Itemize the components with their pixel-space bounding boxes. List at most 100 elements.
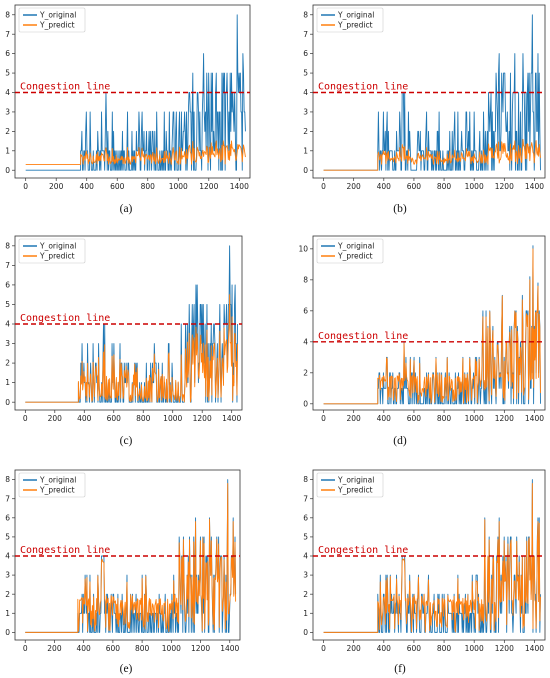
chart-panel-a: Congestion line 0 200 400 600 800 1000 1200 1400… [5, 4, 251, 215]
y-tick-label: 4 [303, 88, 308, 97]
y-tick-label: 4 [303, 337, 308, 346]
congestion-label: Congestion line [318, 331, 408, 342]
legend-label-original: Y_original [39, 476, 76, 485]
y-tick-label: 3 [303, 571, 308, 580]
congestion-label: Congestion line [20, 82, 110, 93]
congestion-label: Congestion line [20, 545, 110, 556]
y-tick-label: 5 [5, 69, 10, 78]
y-tick-label: 8 [303, 10, 308, 19]
x-tick-label: 1200 [191, 644, 210, 653]
y-tick-label: 8 [5, 10, 10, 19]
y-tick-label: 5 [303, 533, 308, 542]
panel-caption: (d) [393, 435, 407, 447]
x-tick-label: 800 [437, 182, 452, 191]
chart-panel-b: Congestion line 0 200 400 600 800 1000 1200 1400… [303, 4, 546, 215]
x-tick-label: 0 [23, 414, 28, 423]
legend-box [316, 7, 384, 33]
y-tick-label: 2 [5, 127, 10, 136]
x-tick-label: 1000 [465, 414, 484, 423]
y-tick-label: 8 [303, 275, 308, 284]
x-tick-label: 200 [48, 414, 63, 423]
y-tick-label: 1 [5, 378, 10, 387]
y-tick-label: 1 [5, 609, 10, 618]
y-tick-label: 0 [5, 398, 10, 407]
x-tick-label: 600 [106, 644, 121, 653]
y-tick-label: 8 [303, 475, 308, 484]
legend-label-original: Y_original [337, 476, 374, 485]
y-tick-label: 7 [5, 30, 10, 39]
y-tick-label: 4 [5, 552, 10, 561]
x-tick-label: 1000 [465, 644, 484, 653]
y-tick-label: 3 [5, 571, 10, 580]
x-tick-label: 200 [47, 644, 62, 653]
x-tick-label: 600 [110, 182, 125, 191]
x-tick-label: 1000 [465, 182, 484, 191]
legend-label-predict: Y_predict [39, 486, 75, 495]
legend-box [18, 472, 86, 498]
x-tick-label: 200 [347, 414, 362, 423]
y-tick-label: 2 [303, 127, 308, 136]
panel-caption: (e) [120, 663, 133, 675]
y-tick-label: 5 [5, 300, 10, 309]
x-tick-label: 1200 [199, 182, 218, 191]
y-tick-label: 1 [5, 146, 10, 155]
y-tick-label: 4 [5, 88, 10, 97]
y-tick-label: 4 [5, 320, 10, 329]
x-tick-label: 1000 [169, 182, 188, 191]
x-tick-label: 1400 [525, 644, 544, 653]
x-tick-label: 0 [321, 414, 326, 423]
y-tick-label: 3 [5, 108, 10, 117]
x-tick-label: 0 [23, 644, 28, 653]
legend-label-original: Y_original [337, 11, 374, 20]
y-tick-label: 3 [303, 108, 308, 117]
x-tick-label: 0 [321, 644, 326, 653]
x-tick-label: 0 [321, 182, 326, 191]
x-tick-label: 1000 [162, 644, 181, 653]
x-tick-label: 1400 [220, 644, 239, 653]
x-tick-label: 800 [437, 414, 452, 423]
congestion-label: Congestion line [318, 545, 408, 556]
x-tick-label: 800 [135, 644, 150, 653]
congestion-label: Congestion line [20, 313, 110, 324]
y-tick-label: 2 [303, 368, 308, 377]
x-tick-label: 1400 [525, 414, 544, 423]
legend-label-original: Y_original [39, 242, 76, 251]
y-tick-label: 7 [303, 494, 308, 503]
panel-caption: (b) [393, 203, 407, 215]
y-tick-label: 7 [5, 261, 10, 270]
y-tick-label: 6 [303, 49, 308, 58]
legend-label-predict: Y_predict [337, 21, 373, 30]
y-tick-label: 7 [303, 30, 308, 39]
series-predict-line [25, 294, 239, 403]
y-tick-label: 5 [5, 533, 10, 542]
x-tick-label: 400 [377, 644, 392, 653]
legend-label-predict: Y_predict [39, 21, 75, 30]
series-predict-line [323, 248, 541, 405]
y-tick-label: 1 [303, 609, 308, 618]
legend-box [18, 7, 86, 33]
legend-label-predict: Y_predict [337, 252, 373, 261]
x-tick-label: 800 [437, 644, 452, 653]
y-tick-label: 0 [5, 166, 10, 175]
x-tick-label: 800 [141, 182, 156, 191]
x-tick-label: 600 [407, 182, 422, 191]
y-tick-label: 2 [303, 590, 308, 599]
x-tick-label: 600 [407, 414, 422, 423]
y-tick-label: 6 [5, 281, 10, 290]
x-tick-label: 200 [347, 644, 362, 653]
panel-caption: (f) [394, 663, 406, 675]
y-tick-label: 1 [303, 146, 308, 155]
y-tick-label: 8 [5, 241, 10, 250]
chart-panel-e: Congestion line 0 200 400 600 800 1000 1200 1400… [5, 469, 241, 675]
legend-label-original: Y_original [337, 242, 374, 251]
legend-label-predict: Y_predict [39, 252, 75, 261]
x-tick-label: 1000 [163, 414, 182, 423]
y-tick-label: 6 [5, 513, 10, 522]
legend-box [316, 472, 384, 498]
x-tick-label: 400 [377, 414, 392, 423]
x-tick-label: 1200 [495, 644, 514, 653]
series-predict-line [25, 140, 246, 165]
y-tick-label: 8 [5, 475, 10, 484]
panel-caption: (a) [120, 203, 133, 215]
